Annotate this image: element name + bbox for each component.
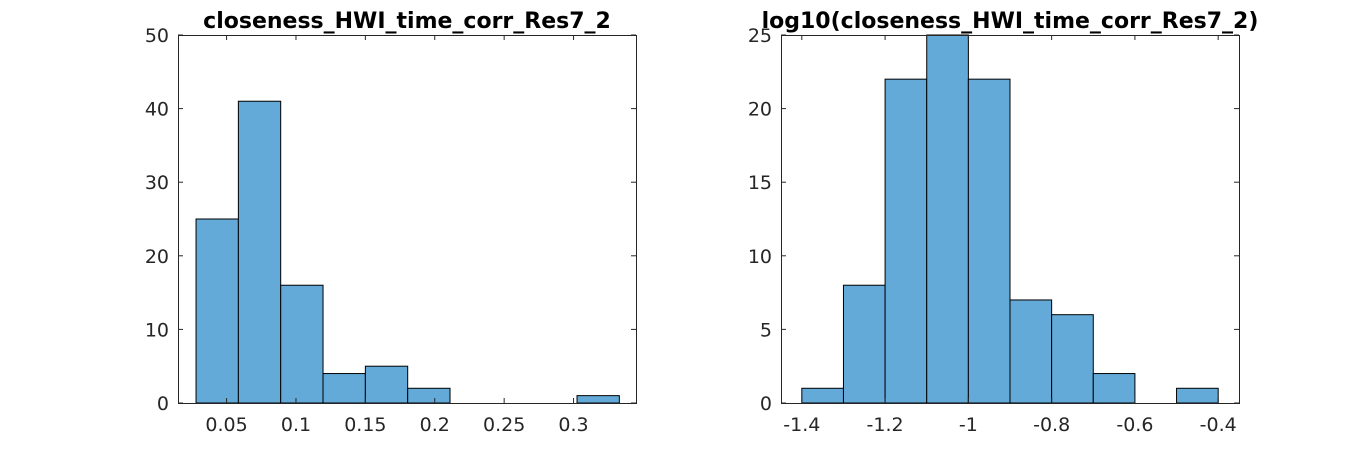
histogram-bar bbox=[842, 284, 886, 404]
chart-title: closeness_HWI_time_corr_Res7_2 bbox=[203, 9, 611, 34]
y-tick-label: 0 bbox=[760, 393, 772, 415]
histogram-bar bbox=[195, 218, 239, 404]
x-tick-label: 0.25 bbox=[483, 414, 525, 436]
histogram-bar bbox=[407, 387, 451, 404]
x-tick-label: 0.2 bbox=[420, 414, 450, 436]
y-tick-label: 0 bbox=[157, 393, 169, 415]
y-tick-label: 10 bbox=[748, 246, 772, 268]
y-tick-label: 20 bbox=[145, 246, 169, 268]
y-tick-label: 25 bbox=[748, 25, 772, 47]
x-tick-label: 0.3 bbox=[558, 414, 588, 436]
x-tick-label: -0.6 bbox=[1116, 414, 1153, 436]
histogram-bar bbox=[576, 395, 620, 404]
x-tick-label: -0.8 bbox=[1033, 414, 1070, 436]
y-tick-label: 50 bbox=[145, 25, 169, 47]
histogram-bar bbox=[1051, 314, 1094, 404]
y-tick-label: 20 bbox=[748, 99, 772, 121]
y-tick-label: 10 bbox=[145, 319, 169, 341]
y-tick-label: 30 bbox=[145, 172, 169, 194]
histogram-bar bbox=[364, 365, 409, 404]
histogram-bar bbox=[1092, 373, 1136, 404]
histogram-bar bbox=[1176, 387, 1219, 404]
histogram-bar bbox=[1009, 299, 1053, 404]
x-tick-label: -1 bbox=[959, 414, 978, 436]
chart-title: log10(closeness_HWI_time_corr_Res7_2) bbox=[762, 9, 1259, 34]
x-tick-label: -1.2 bbox=[867, 414, 904, 436]
axes-box bbox=[178, 35, 637, 404]
histogram-log10-closeness: -1.4 -1.2 -1 -0.8 -0.6 -0.4 0 5 10 15 20 25log10(cl… bbox=[748, 9, 1259, 436]
x-tick-label: 0.15 bbox=[344, 414, 386, 436]
histogram-bar bbox=[926, 34, 969, 404]
histogram-bar bbox=[280, 284, 324, 404]
histogram-bar bbox=[801, 387, 844, 404]
x-tick-label: -1.4 bbox=[783, 414, 820, 436]
y-tick-label: 15 bbox=[748, 172, 772, 194]
histogram-bar bbox=[322, 373, 366, 404]
histogram-bar bbox=[967, 78, 1011, 404]
y-tick-label: 40 bbox=[145, 99, 169, 121]
histogram-bar bbox=[884, 78, 928, 404]
y-tick-label: 5 bbox=[760, 319, 772, 341]
histogram-raw-closeness: 0.05 0.1 0.15 0.2 0.25 0.3 0 10 20 30 40 50 closenes… bbox=[145, 9, 637, 436]
x-tick-label: -0.4 bbox=[1200, 414, 1237, 436]
axes-box bbox=[781, 35, 1240, 404]
x-tick-label: 0.1 bbox=[281, 414, 311, 436]
histogram-bar bbox=[237, 100, 282, 404]
x-tick-label: 0.05 bbox=[205, 414, 247, 436]
